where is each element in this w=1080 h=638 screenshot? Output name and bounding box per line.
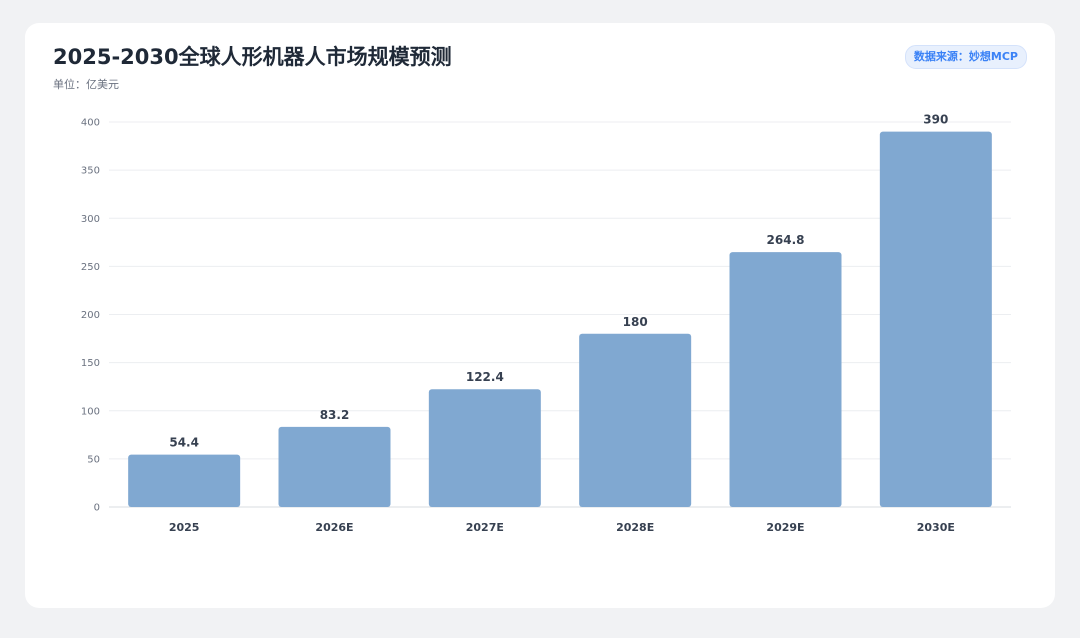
data-label: 83.2	[320, 408, 350, 422]
bars	[128, 131, 992, 507]
x-category-label: 2027E	[466, 521, 504, 534]
chart-title: 2025-2030全球人形机器人市场规模预测	[53, 45, 452, 69]
data-source-badge: 数据来源：妙想MCP	[904, 45, 1027, 69]
chart-unit-label: 单位：亿美元	[53, 78, 119, 91]
y-tick-label: 200	[81, 310, 100, 321]
y-tick-label: 250	[81, 262, 100, 273]
x-category-label: 2028E	[616, 521, 654, 534]
data-labels: 54.4 83.2 122.4 180 264.8 390	[169, 113, 948, 450]
bar-chart: 0 50 100 150 200 250 300 350 400 54.4 83.2 122.4 18…	[81, 113, 1011, 534]
y-tick-label: 50	[87, 454, 100, 465]
y-tick-label: 350	[81, 166, 100, 177]
y-tick-label: 400	[81, 118, 100, 129]
data-label: 54.4	[169, 436, 199, 450]
bar	[278, 426, 391, 507]
bar	[128, 454, 241, 507]
y-tick-label: 0	[94, 503, 100, 514]
grid-lines	[109, 121, 1011, 508]
x-category-label: 2025	[169, 521, 200, 534]
data-label: 122.4	[466, 370, 504, 384]
bar	[729, 252, 842, 507]
y-tick-label: 300	[81, 214, 100, 225]
x-category-label: 2030E	[917, 521, 955, 534]
bar	[428, 389, 541, 507]
x-category-label: 2026E	[315, 521, 353, 534]
bar	[879, 131, 992, 507]
data-label: 390	[923, 113, 948, 127]
bar	[579, 333, 692, 507]
chart-card: 2025-2030全球人形机器人市场规模预测 单位：亿美元 数据来源：妙想MCP…	[25, 23, 1055, 608]
y-axis-ticks: 0 50 100 150 200 250 300 350 400	[81, 118, 100, 514]
x-axis-categories: 2025 2026E 2027E 2028E 2029E 2030E	[169, 521, 955, 534]
data-label: 264.8	[767, 233, 805, 247]
y-tick-label: 150	[81, 358, 100, 369]
data-label: 180	[623, 315, 648, 329]
y-tick-label: 100	[81, 406, 100, 417]
x-category-label: 2029E	[766, 521, 804, 534]
